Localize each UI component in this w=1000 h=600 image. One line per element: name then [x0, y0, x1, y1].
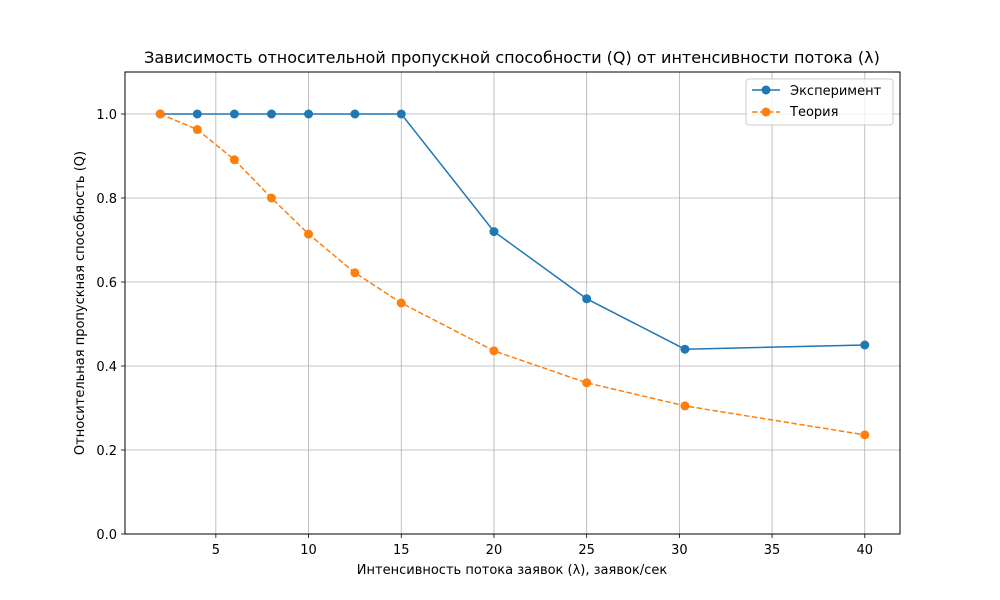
- x-tick-label: 15: [393, 543, 410, 558]
- x-axis-label: Интенсивность потока заявок (λ), заявок/…: [357, 563, 668, 578]
- x-tick-label: 40: [856, 543, 873, 558]
- data-point-experiment: [350, 109, 360, 119]
- data-point-experiment: [396, 109, 406, 119]
- data-point-theory: [304, 229, 314, 239]
- data-point-theory: [350, 268, 360, 278]
- data-point-theory: [396, 298, 406, 308]
- legend-marker-theory: [761, 107, 771, 117]
- data-point-experiment: [582, 294, 592, 304]
- legend-marker-experiment: [761, 85, 771, 95]
- data-point-experiment: [192, 109, 202, 119]
- data-point-theory: [192, 125, 202, 135]
- x-tick-label: 30: [671, 543, 688, 558]
- data-point-theory: [860, 430, 870, 440]
- y-tick-label: 0.8: [96, 192, 117, 207]
- x-axis: 5 10 15 20 25 30 35 40: [212, 534, 873, 558]
- x-tick-label: 5: [212, 543, 220, 558]
- y-tick-label: 0.4: [96, 360, 117, 375]
- y-tick-label: 0.0: [96, 528, 117, 543]
- legend: Эксперимент Теория: [745, 78, 894, 126]
- data-point-experiment: [860, 340, 870, 350]
- x-tick-label: 20: [486, 543, 503, 558]
- x-tick-label: 25: [578, 543, 595, 558]
- data-point-experiment: [304, 109, 314, 119]
- legend-label-experiment: Эксперимент: [790, 84, 882, 99]
- series: [155, 109, 870, 440]
- data-point-experiment: [680, 344, 690, 354]
- data-point-theory: [155, 109, 165, 119]
- data-point-theory: [680, 401, 690, 411]
- data-point-experiment: [266, 109, 276, 119]
- y-tick-label: 1.0: [96, 108, 117, 123]
- legend-label-theory: Теория: [789, 105, 838, 120]
- data-point-experiment: [489, 227, 499, 237]
- y-tick-label: 0.6: [96, 276, 117, 291]
- data-point-theory: [489, 346, 499, 356]
- y-tick-label: 0.2: [96, 444, 117, 459]
- x-tick-label: 35: [764, 543, 781, 558]
- plot-area-frame: [124, 71, 901, 535]
- legend-frame: [745, 78, 894, 126]
- data-point-theory: [266, 193, 276, 203]
- chart-title: Зависимость относительной пропускной спо…: [144, 48, 880, 67]
- data-point-theory: [229, 155, 239, 165]
- data-point-experiment: [229, 109, 239, 119]
- y-axis: 0.0 0.2 0.4 0.6 0.8 1.0: [96, 108, 125, 543]
- data-point-theory: [582, 378, 592, 388]
- x-tick-label: 10: [300, 543, 317, 558]
- y-axis-label: Относительная пропускная способность (Q): [73, 151, 88, 455]
